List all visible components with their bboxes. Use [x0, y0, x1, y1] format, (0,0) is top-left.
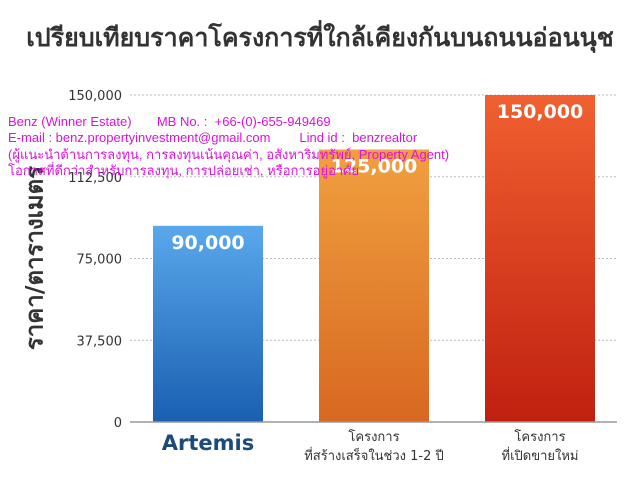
watermark-line: โอกาสที่ดีกว่าสำหรับการลงทุน, การปล่อยเช… — [8, 163, 360, 178]
data-label: 125,000 — [331, 156, 418, 178]
watermark-line: E-mail : benz.propertyinvestment@gmail.c… — [8, 130, 418, 145]
y-tick-label: 150,000 — [68, 89, 122, 104]
x-tick-label: โครงการ ที่สร้างเสร็จในช่วง 1-2 ปี — [304, 430, 444, 464]
watermark-line: (ผู้แนะนำด้านการลงทุน, การลงทุนเน้นคุณค่… — [8, 146, 450, 162]
y-tick-label: 0 — [114, 416, 122, 431]
bar — [485, 95, 595, 422]
y-tick-label: 37,500 — [77, 334, 123, 349]
data-label: 90,000 — [171, 232, 244, 254]
chart-title: เปรียบเทียบราคาโครงการที่ใกล้เคียงกันบนถ… — [26, 23, 614, 52]
watermark-line: Benz (Winner Estate) MB No. : +66-(0)-65… — [8, 113, 331, 129]
bar — [153, 225, 263, 422]
x-tick-label: Artemis — [161, 431, 255, 455]
y-tick-label: 112,500 — [68, 171, 122, 186]
y-tick-label: 75,000 — [77, 253, 123, 268]
x-tick-label: โครงการ ที่เปิดขายใหม่ — [501, 430, 579, 464]
data-label: 150,000 — [497, 101, 584, 123]
watermark-text: Benz (Winner Estate) MB No. : +66-(0)-65… — [8, 97, 449, 196]
bar — [319, 149, 429, 422]
